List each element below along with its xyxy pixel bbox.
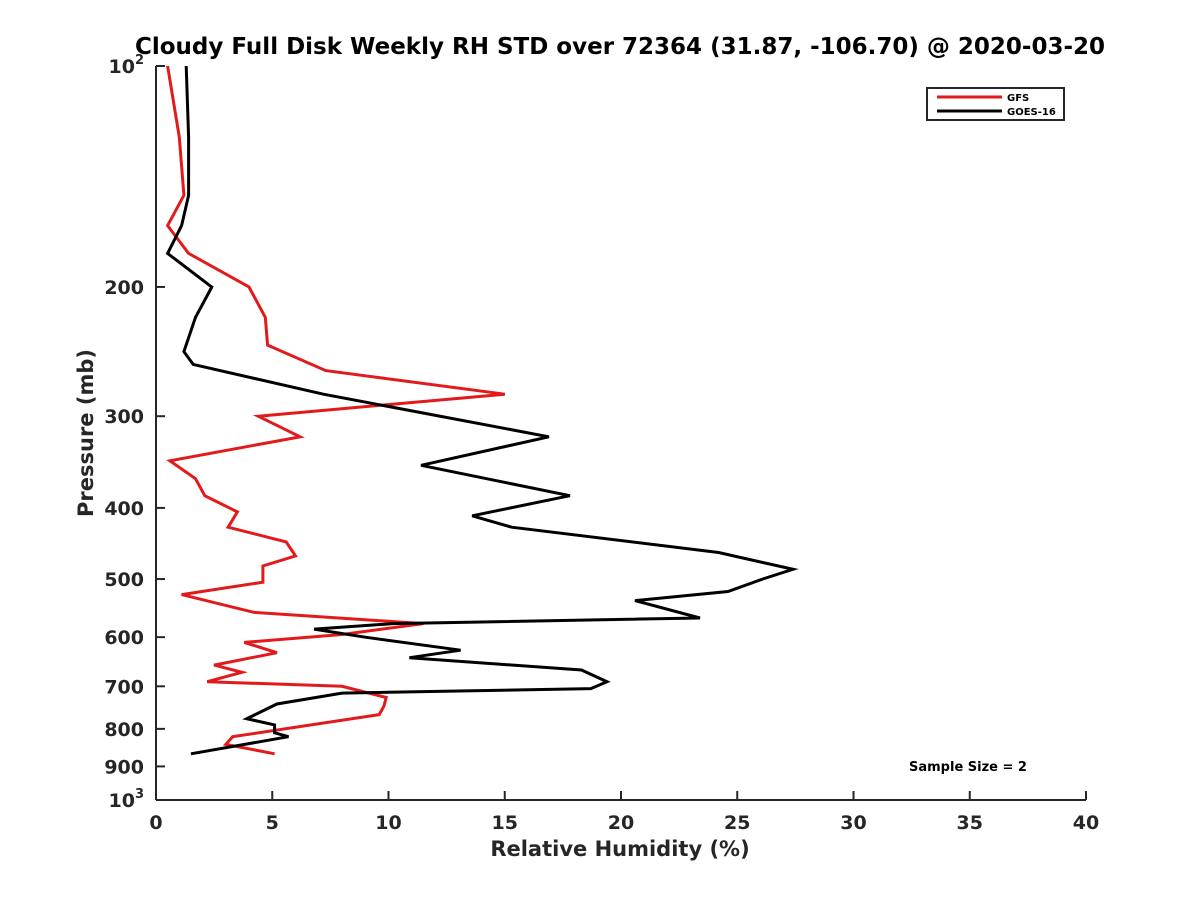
- legend-label: GFS: [1007, 93, 1029, 104]
- x-tick-label: 10: [375, 812, 401, 834]
- x-tick-label: 40: [1073, 812, 1099, 834]
- y-tick-exponent: 3: [135, 787, 144, 802]
- x-tick-label: 20: [608, 812, 634, 834]
- y-tick-label: 800: [104, 719, 144, 741]
- y-tick-exponent: 2: [135, 53, 144, 68]
- x-tick-label: 15: [492, 812, 518, 834]
- chart-title: Cloudy Full Disk Weekly RH STD over 7236…: [135, 34, 1105, 60]
- plot-series: [165, 65, 799, 756]
- plot-axes: [155, 65, 1087, 801]
- x-tick-label: 0: [149, 812, 162, 834]
- x-axis-label: Relative Humidity (%): [490, 837, 749, 861]
- x-tick-label: 35: [957, 812, 983, 834]
- legend-label: GOES-16: [1007, 107, 1056, 118]
- series-line-gfs: [165, 65, 505, 756]
- tick-labels: 0 5 10 15 20 25 30 35 40102200300400500600700800…: [104, 53, 1099, 834]
- y-tick-label: 900: [104, 756, 144, 778]
- x-tick-label: 30: [840, 812, 866, 834]
- y-tick-label: 600: [104, 627, 144, 649]
- sample-size-annotation: Sample Size = 2: [909, 760, 1027, 775]
- y-tick-label: 700: [104, 676, 144, 698]
- y-tick-label: 200: [104, 277, 144, 299]
- x-tick-label: 5: [266, 812, 279, 834]
- x-tick-label: 25: [724, 812, 750, 834]
- annotations: Sample Size = 2: [909, 760, 1027, 775]
- legend-box: [926, 87, 1065, 121]
- series-line-goes-16: [165, 65, 799, 756]
- y-tick-label: 400: [104, 498, 144, 520]
- legend: GFS GOES-16: [926, 87, 1065, 121]
- y-tick-label: 500: [104, 569, 144, 591]
- y-axis-label: Pressure (mb): [74, 349, 98, 517]
- y-tick-label: 300: [104, 406, 144, 428]
